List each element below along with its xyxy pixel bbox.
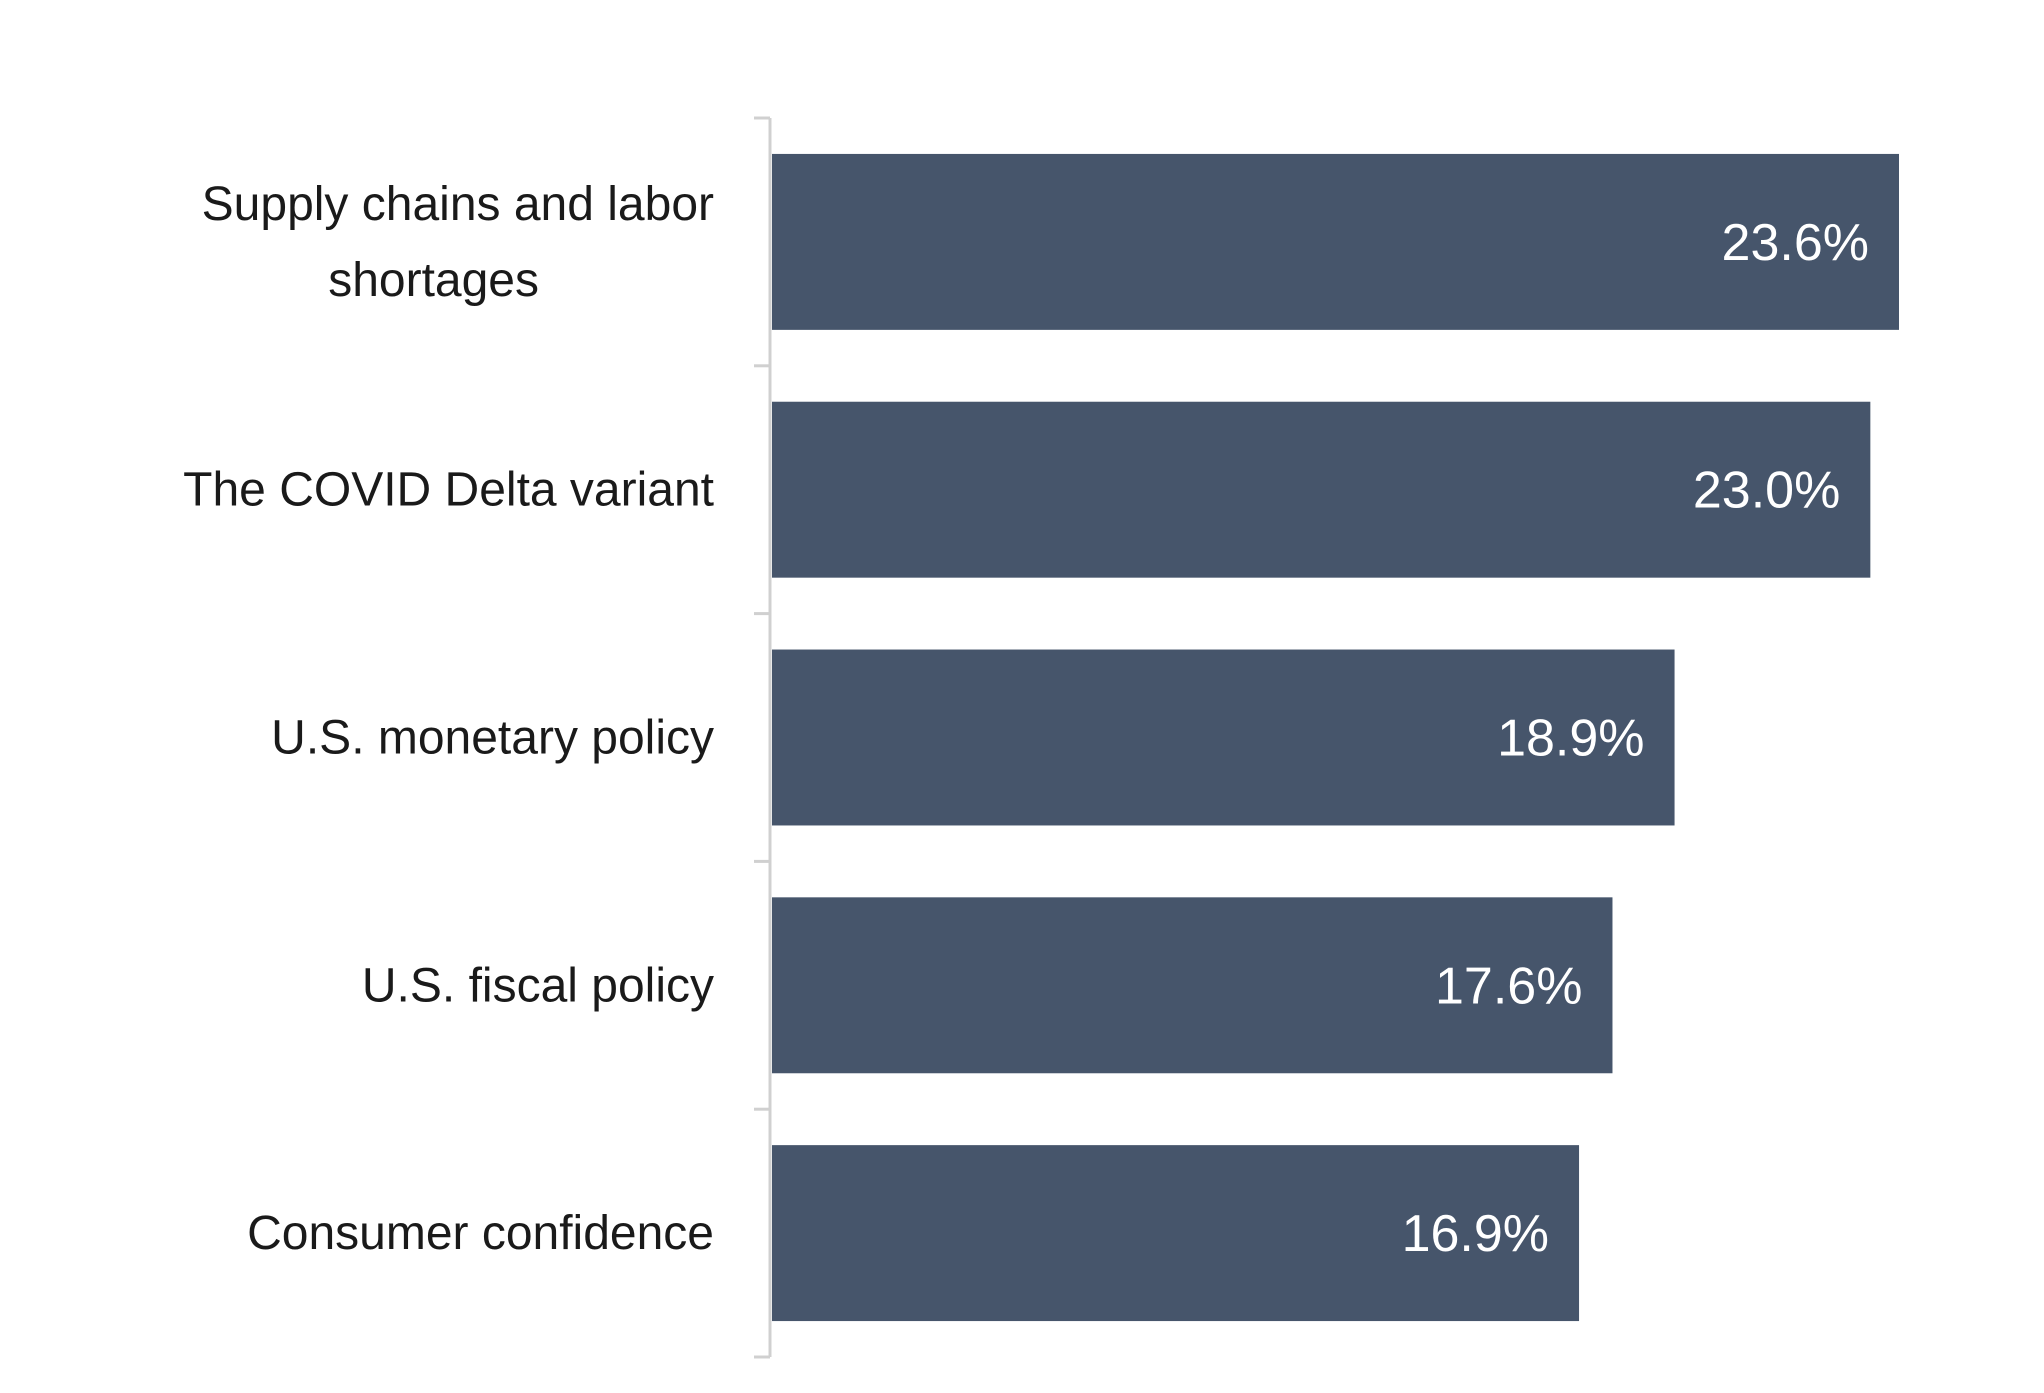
category-label-line: U.S. monetary policy — [271, 712, 714, 765]
category-label-line: The COVID Delta variant — [183, 464, 714, 517]
category-label-line: Supply chains and labor — [202, 178, 714, 231]
value-labels: 23.6% 23.0% 18.9% 17.6% 16.9% — [1402, 214, 1869, 1263]
value-label: 23.6% — [1722, 214, 1869, 272]
category-axis — [754, 116, 772, 1359]
category-label-line: U.S. fiscal policy — [362, 959, 714, 1012]
value-label: 17.6% — [1435, 957, 1582, 1015]
category-label-line: shortages — [328, 254, 539, 307]
value-label: 23.0% — [1693, 462, 1840, 520]
category-label: U.S. fiscal policy — [362, 959, 714, 1012]
value-label: 18.9% — [1497, 710, 1644, 768]
bar — [772, 153, 1899, 330]
bar — [772, 897, 1613, 1074]
bar — [772, 401, 1871, 578]
category-label: Consumer confidence — [247, 1207, 714, 1260]
value-label: 16.9% — [1402, 1205, 1549, 1263]
category-label-line: Consumer confidence — [247, 1207, 714, 1260]
category-labels: Supply chains and labor shortages The COVI… — [183, 178, 714, 1260]
category-label: U.S. monetary policy — [271, 712, 714, 765]
category-label: Supply chains and labor shortages — [202, 178, 714, 307]
bar — [772, 1145, 1580, 1322]
bars — [772, 153, 1899, 1322]
bar — [772, 649, 1675, 826]
category-label: The COVID Delta variant — [183, 464, 714, 517]
